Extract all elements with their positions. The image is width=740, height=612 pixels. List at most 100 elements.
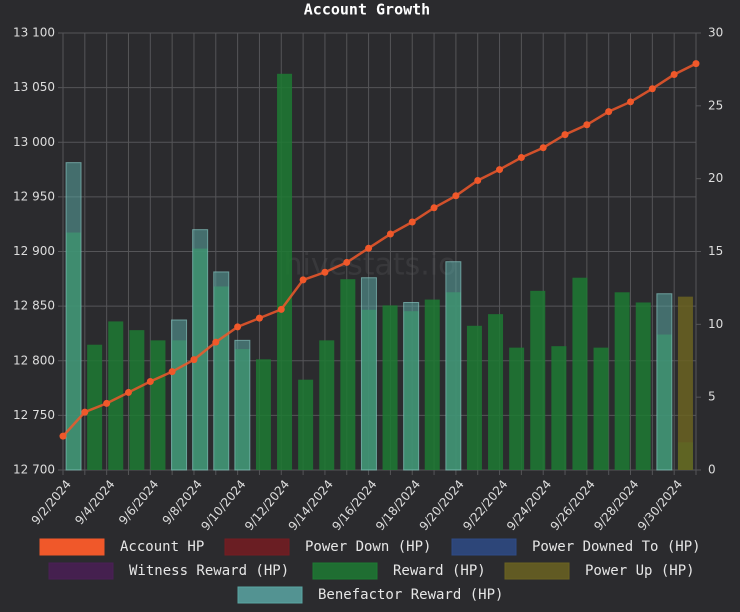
bar <box>171 319 188 471</box>
bar <box>677 296 693 470</box>
point <box>321 268 329 276</box>
point <box>408 218 416 226</box>
bar <box>572 277 588 470</box>
y2-tick-label: 5 <box>708 390 716 404</box>
x-tick-label: 9/4/2024 <box>72 477 117 527</box>
bar <box>234 339 251 471</box>
point <box>583 121 591 129</box>
point <box>255 314 263 322</box>
x-tick-label: 9/28/2024 <box>591 477 641 533</box>
y-tick-label: 12 750 <box>13 408 55 422</box>
bar <box>108 321 124 470</box>
point <box>299 276 307 284</box>
y-tick-label: 12 700 <box>13 463 55 477</box>
y-tick-label: 12 950 <box>13 189 55 203</box>
legend-swatch <box>237 586 303 604</box>
bar <box>530 290 546 470</box>
point <box>365 244 373 252</box>
x-tick-label: 9/24/2024 <box>504 477 554 533</box>
point <box>212 338 220 346</box>
bar <box>213 271 230 471</box>
bar <box>277 73 293 470</box>
x-tick-label: 9/18/2024 <box>373 477 423 533</box>
point <box>496 166 504 174</box>
bar <box>65 162 82 471</box>
bar <box>635 302 651 470</box>
y-tick-label: 12 900 <box>13 244 55 258</box>
y2-tick-label: 0 <box>708 463 716 477</box>
y-tick-label: 12 850 <box>13 299 55 313</box>
chart-title: Account Growth <box>304 1 430 19</box>
bar <box>129 330 145 470</box>
x-tick-label: 9/10/2024 <box>198 477 248 533</box>
point <box>474 176 482 184</box>
point <box>692 60 700 68</box>
y-tick-label: 13 000 <box>13 135 55 149</box>
point <box>103 399 111 407</box>
x-tick-label: 9/22/2024 <box>460 477 510 533</box>
y2-tick-label: 15 <box>708 244 723 258</box>
point <box>81 408 89 416</box>
point <box>277 305 285 313</box>
bar <box>360 277 377 471</box>
point <box>539 144 547 152</box>
y-tick-label: 13 050 <box>13 80 55 94</box>
x-tick-label: 9/8/2024 <box>160 477 205 527</box>
legend-label: Power Down (HP) <box>305 539 431 555</box>
bar <box>298 379 314 470</box>
bar <box>509 347 525 470</box>
point <box>452 192 460 200</box>
legend-swatch <box>48 562 114 580</box>
point <box>59 432 67 440</box>
legend-label: Benefactor Reward (HP) <box>318 587 503 603</box>
bar <box>150 340 166 470</box>
legend-swatch <box>224 538 290 556</box>
point <box>670 71 678 79</box>
bar <box>551 346 567 470</box>
legend-label: Account HP <box>120 539 204 555</box>
bar <box>593 347 609 470</box>
point <box>627 98 635 106</box>
bar <box>466 325 482 470</box>
legend-label: Power Up (HP) <box>585 563 695 579</box>
y-tick-label: 12 800 <box>13 353 55 367</box>
y-tick-label: 13 100 <box>13 26 55 40</box>
legend-swatch <box>39 538 105 556</box>
point <box>190 356 198 364</box>
x-tick-label: 9/16/2024 <box>329 477 379 533</box>
x-tick-label: 9/20/2024 <box>417 477 467 533</box>
y2-tick-label: 25 <box>708 98 723 112</box>
bar <box>614 292 630 470</box>
point <box>517 154 525 162</box>
bar <box>656 293 673 471</box>
line <box>62 62 697 437</box>
y2-tick-label: 10 <box>708 317 723 331</box>
x-tick-label: 9/12/2024 <box>242 477 292 533</box>
legend-swatch <box>451 538 517 556</box>
legend-swatch <box>504 562 570 580</box>
x-tick-label: 9/2/2024 <box>29 477 74 527</box>
point <box>234 323 242 331</box>
bar <box>403 301 420 471</box>
point <box>386 230 394 238</box>
x-tick-label: 9/14/2024 <box>286 477 336 533</box>
bar <box>445 261 462 471</box>
point <box>605 108 613 116</box>
x-tick-label: 9/26/2024 <box>548 477 598 533</box>
y2-tick-label: 30 <box>708 26 723 40</box>
x-tick-label: 9/6/2024 <box>116 477 161 527</box>
bar <box>382 305 398 470</box>
legend-swatch <box>312 562 378 580</box>
point <box>168 368 176 376</box>
point <box>343 258 351 266</box>
legend-label: Power Downed To (HP) <box>532 539 701 555</box>
point <box>430 204 438 212</box>
x-tick-label: 9/30/2024 <box>635 477 685 533</box>
y2-tick-label: 20 <box>708 171 723 185</box>
point <box>648 85 656 93</box>
legend-label: Witness Reward (HP) <box>129 563 289 579</box>
bar <box>424 299 440 470</box>
point <box>561 131 569 139</box>
bar <box>340 279 356 470</box>
